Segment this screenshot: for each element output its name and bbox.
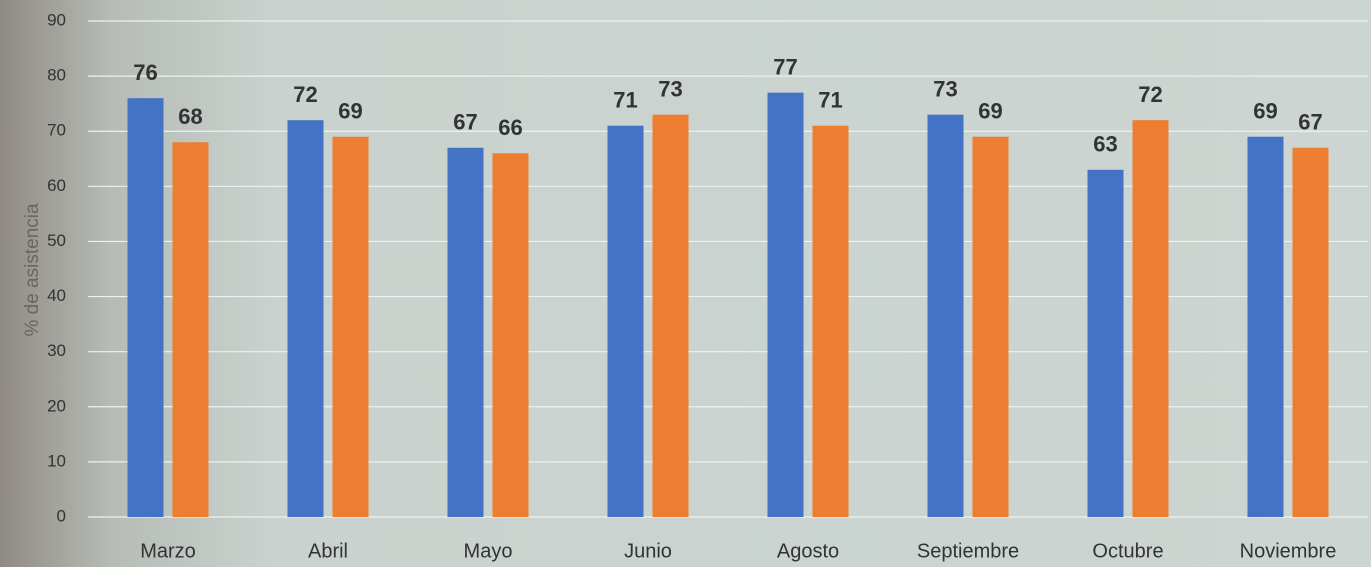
y-tick-label: 80 xyxy=(47,66,66,85)
y-tick-label: 40 xyxy=(47,286,66,305)
data-label: 69 xyxy=(338,99,362,124)
y-axis-label: % de asistencia xyxy=(22,203,43,337)
y-tick-label: 90 xyxy=(47,10,66,29)
bar xyxy=(1132,120,1169,517)
bar xyxy=(972,136,1009,517)
data-label: 69 xyxy=(978,99,1002,124)
data-label: 67 xyxy=(453,110,477,135)
data-label: 67 xyxy=(1298,110,1322,135)
bar xyxy=(172,142,209,517)
bar xyxy=(1087,169,1124,518)
y-tick-label: 50 xyxy=(47,231,66,250)
data-label: 66 xyxy=(498,115,522,140)
x-tick-label: Septiembre xyxy=(917,540,1019,562)
y-tick-label: 60 xyxy=(47,176,66,195)
y-tick-label: 10 xyxy=(47,451,66,470)
bar xyxy=(927,114,964,517)
data-label: 72 xyxy=(293,82,317,107)
data-label: 68 xyxy=(178,104,202,129)
bar xyxy=(812,125,849,517)
y-tick-label: 70 xyxy=(47,121,66,140)
x-tick-label: Abril xyxy=(308,540,348,562)
data-label: 71 xyxy=(818,88,842,113)
y-tick-label: 0 xyxy=(57,506,66,525)
bar xyxy=(287,120,324,517)
bar xyxy=(1292,147,1329,517)
bar xyxy=(332,136,369,517)
x-tick-label: Junio xyxy=(624,540,672,562)
data-label: 63 xyxy=(1093,132,1117,157)
bar xyxy=(492,153,529,517)
y-tick-label: 30 xyxy=(47,341,66,360)
bar xyxy=(447,147,484,517)
x-tick-label: Octubre xyxy=(1092,540,1163,562)
y-tick-label: 20 xyxy=(47,396,66,415)
bar xyxy=(127,98,164,518)
data-label: 76 xyxy=(133,60,157,85)
x-tick-label: Marzo xyxy=(140,540,196,562)
x-tick-label: Noviembre xyxy=(1240,540,1337,562)
data-label: 73 xyxy=(933,77,957,102)
x-tick-label: Mayo xyxy=(464,540,513,562)
x-tick-label: Agosto xyxy=(777,540,839,562)
data-label: 73 xyxy=(658,77,682,102)
bar xyxy=(767,92,804,518)
data-label: 71 xyxy=(613,88,637,113)
data-label: 72 xyxy=(1138,82,1162,107)
data-label: 69 xyxy=(1253,99,1277,124)
bar xyxy=(652,114,689,517)
data-label: 77 xyxy=(773,54,797,79)
bar xyxy=(607,125,644,517)
bar xyxy=(1247,136,1284,517)
